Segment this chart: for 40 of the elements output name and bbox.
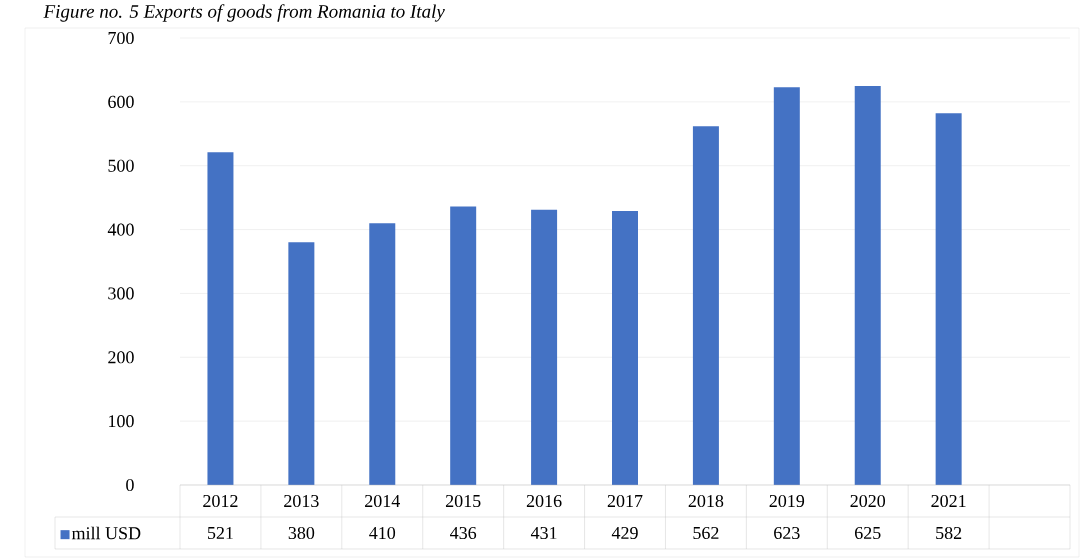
data-label: 521 — [208, 526, 233, 540]
y-tick-label: 200 — [108, 351, 134, 364]
y-tick-label: 500 — [108, 159, 134, 172]
data-label: 429 — [611, 526, 638, 540]
data-label: 625 — [855, 526, 881, 540]
bar — [612, 211, 638, 485]
data-label: 380 — [288, 526, 315, 540]
x-tick-label: 2020 — [850, 494, 886, 508]
x-tick-label: 2018 — [688, 494, 724, 508]
bar — [773, 87, 800, 485]
data-label: 623 — [774, 526, 800, 540]
y-tick-label: 400 — [107, 223, 134, 236]
bar — [854, 85, 881, 485]
bar — [207, 152, 234, 485]
bar — [369, 223, 396, 485]
y-tick-label: 700 — [108, 31, 134, 45]
bar — [935, 113, 962, 485]
y-tick-label: 300 — [108, 287, 134, 300]
data-label: 431 — [530, 526, 557, 540]
data-label: 436 — [450, 526, 477, 540]
x-tick-label: 2012 — [203, 494, 238, 508]
x-tick-label: 2014 — [365, 494, 400, 508]
bar — [288, 242, 315, 485]
data-label: 410 — [369, 526, 396, 540]
bar — [531, 209, 558, 485]
y-tick-label: 600 — [108, 95, 134, 108]
x-tick-label: 2016 — [526, 494, 562, 508]
x-tick-label: 2019 — [769, 494, 805, 508]
data-label: 582 — [936, 526, 962, 540]
legend-label: mill USD — [71, 526, 141, 540]
bar — [692, 126, 719, 485]
x-tick-label: 2021 — [931, 494, 966, 508]
data-label: 562 — [693, 526, 719, 540]
x-tick-label: 2013 — [284, 494, 319, 508]
chart-title: Figure no. 5 Exports of goods from Romania to Italy — [43, 4, 445, 22]
x-tick-label: 2017 — [607, 494, 643, 508]
x-tick-label: 2015 — [445, 494, 481, 508]
y-tick-label: 0 — [126, 478, 134, 492]
bar — [450, 206, 477, 485]
y-tick-label: 100 — [109, 415, 134, 428]
